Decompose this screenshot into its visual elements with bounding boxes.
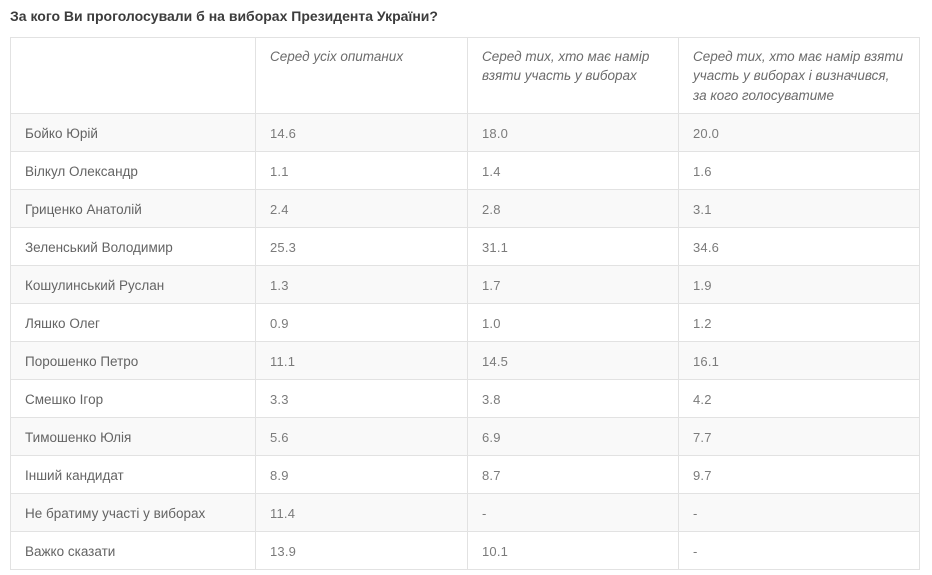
value-cell: 7.7	[678, 417, 920, 457]
value-cell: 31.1	[467, 227, 679, 267]
value-cell: 20.0	[678, 113, 920, 153]
value-cell: 34.6	[678, 227, 920, 267]
value-cell: 25.3	[255, 227, 468, 267]
candidate-name-cell: Інший кандидат	[10, 455, 256, 495]
value-cell: 8.9	[255, 455, 468, 495]
value-cell: 1.6	[678, 151, 920, 191]
table-row: Інший кандидат 8.9 8.7 9.7	[10, 455, 920, 495]
value-cell: 4.2	[678, 379, 920, 419]
table-row: Бойко Юрій 14.6 18.0 20.0	[10, 113, 920, 153]
value-cell: 1.2	[678, 303, 920, 343]
candidate-name-cell: Гриценко Анатолій	[10, 189, 256, 229]
value-cell: -	[678, 493, 920, 533]
value-cell: 1.3	[255, 265, 468, 305]
table-row: Не братиму участі у виборах 11.4- -	[10, 493, 920, 533]
poll-results-table: Серед усіх опитаних Серед тих, хто має н…	[10, 36, 920, 571]
table-header: Серед усіх опитаних Серед тих, хто має н…	[10, 36, 920, 115]
table-row: Тимошенко Юлія 5.6 6.9 7.7	[10, 417, 920, 457]
value-cell: 1.9	[678, 265, 920, 305]
value-cell: -	[678, 531, 920, 571]
table-row: Порошенко Петро 11.1 14.5 16.1	[10, 341, 920, 381]
table-body: Бойко Юрій 14.6 18.0 20.0 Вілкул Олександр 1.…	[10, 113, 920, 571]
value-cell: 1.7	[467, 265, 679, 305]
candidate-name-cell: Зеленський Володимир	[10, 227, 256, 267]
value-cell: 13.9	[255, 531, 468, 571]
table-row: Смешко Ігор 3.3 3.8 4.2	[10, 379, 920, 419]
page-title: За кого Ви проголосували б на виборах Пр…	[10, 8, 438, 24]
value-cell: 2.4	[255, 189, 468, 229]
candidate-name-cell: Вілкул Олександр	[10, 151, 256, 191]
value-cell: 0.9	[255, 303, 468, 343]
table-row: Ляшко Олег 0.9 1.0 1.2	[10, 303, 920, 343]
value-cell: 14.5	[467, 341, 679, 381]
value-cell: 18.0	[467, 113, 679, 153]
candidate-name-cell: Ляшко Олег	[10, 303, 256, 343]
value-cell: 3.8	[467, 379, 679, 419]
table-row: Важко сказати 13.9 10.1-	[10, 531, 920, 571]
value-cell: 1.0	[467, 303, 679, 343]
value-cell: -	[467, 493, 679, 533]
table-row: Кошулинський Руслан 1.3 1.7 1.9	[10, 265, 920, 305]
column-header-intend-to-vote: Серед тих, хто має намір взяти участь у …	[467, 36, 679, 115]
table-row: Вілкул Олександр 1.1 1.4 1.6	[10, 151, 920, 191]
value-cell: 3.1	[678, 189, 920, 229]
value-cell: 9.7	[678, 455, 920, 495]
value-cell: 16.1	[678, 341, 920, 381]
value-cell: 3.3	[255, 379, 468, 419]
column-header-candidate	[10, 36, 256, 115]
candidate-name-cell: Важко сказати	[10, 531, 256, 571]
column-header-intend-and-decided: Серед тих, хто має намір взяти участь у …	[678, 36, 920, 115]
value-cell: 10.1	[467, 531, 679, 571]
table-row: Гриценко Анатолій 2.4 2.8 3.1	[10, 189, 920, 229]
value-cell: 5.6	[255, 417, 468, 457]
table-header-row: Серед усіх опитаних Серед тих, хто має н…	[10, 36, 920, 115]
value-cell: 6.9	[467, 417, 679, 457]
table-row: Зеленський Володимир 25.3 31.1 34.6	[10, 227, 920, 267]
value-cell: 11.1	[255, 341, 468, 381]
candidate-name-cell: Порошенко Петро	[10, 341, 256, 381]
candidate-name-cell: Тимошенко Юлія	[10, 417, 256, 457]
column-header-all-respondents: Серед усіх опитаних	[255, 36, 468, 115]
value-cell: 8.7	[467, 455, 679, 495]
value-cell: 1.4	[467, 151, 679, 191]
candidate-name-cell: Бойко Юрій	[10, 113, 256, 153]
value-cell: 11.4	[255, 493, 468, 533]
value-cell: 14.6	[255, 113, 468, 153]
candidate-name-cell: Смешко Ігор	[10, 379, 256, 419]
candidate-name-cell: Кошулинський Руслан	[10, 265, 256, 305]
value-cell: 1.1	[255, 151, 468, 191]
candidate-name-cell: Не братиму участі у виборах	[10, 493, 256, 533]
value-cell: 2.8	[467, 189, 679, 229]
